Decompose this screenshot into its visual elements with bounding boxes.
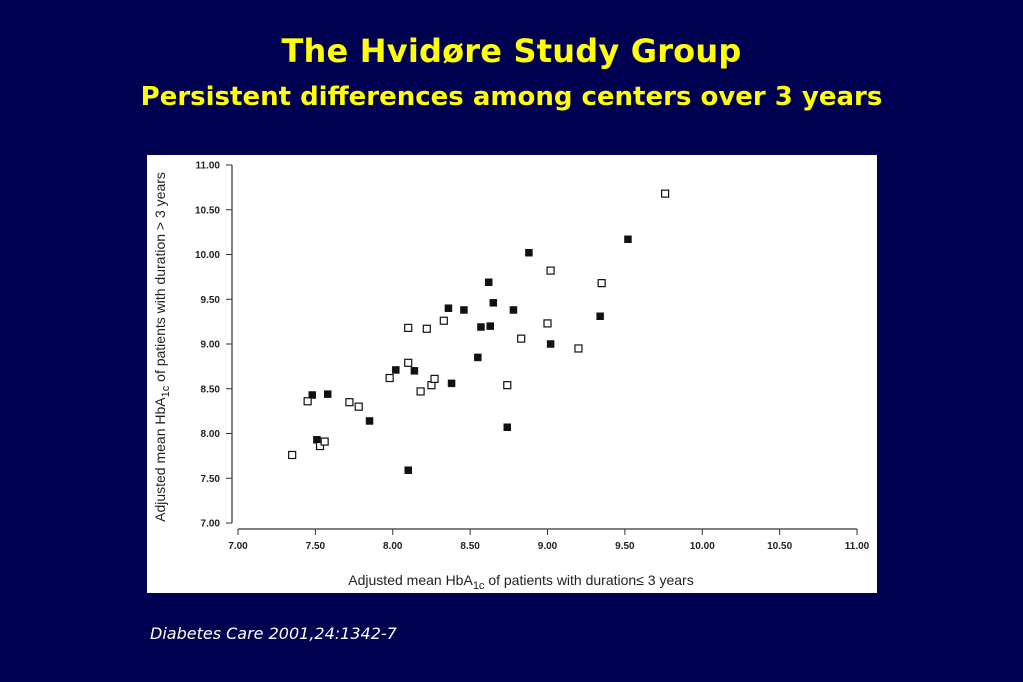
y-axis-label: Adjusted mean HbA1c of patients with dur… [152, 172, 172, 522]
chart-points [288, 189, 670, 474]
data-point-open [439, 316, 448, 325]
x-tick-label: 8.50 [460, 541, 480, 552]
x-axis-label-part: 3 years [644, 572, 694, 588]
y-tick-label: 7.00 [201, 519, 221, 530]
y-tick-label: 11.00 [196, 161, 221, 172]
data-point-open [543, 319, 552, 328]
data-point-open [288, 450, 297, 460]
x-tick-label: 8.00 [383, 541, 403, 552]
data-point-open [354, 402, 363, 411]
data-point-filled [486, 322, 494, 330]
data-point-open [422, 324, 431, 333]
data-point-filled [546, 340, 555, 348]
data-point-filled [489, 299, 498, 307]
x-axis-label-symbol: ≤ [636, 572, 644, 588]
x-axis-label-subscript: 1c [473, 580, 485, 592]
data-point-filled [444, 304, 453, 312]
x-axis-label-part: Adjusted mean HbA [348, 572, 473, 588]
data-point-open [416, 387, 425, 396]
data-point-filled [624, 235, 632, 244]
y-tick-label: 8.00 [201, 429, 221, 440]
data-point-filled [460, 306, 468, 314]
data-point-open [546, 266, 555, 275]
data-point-filled [477, 323, 485, 331]
data-point-filled [392, 366, 400, 374]
y-tick-label: 8.50 [201, 384, 221, 395]
data-point-open [385, 373, 394, 383]
data-point-filled [484, 278, 493, 286]
y-axis-label-part: Adjusted mean HbA [152, 397, 168, 522]
data-point-filled [404, 466, 412, 474]
x-tick-label: 9.50 [615, 541, 635, 552]
x-tick-label: 11.00 [845, 541, 870, 552]
data-point-filled [365, 417, 374, 425]
data-point-filled [596, 312, 604, 321]
data-point-open [517, 334, 526, 343]
data-point-filled [324, 390, 332, 398]
data-point-open [661, 189, 670, 198]
x-tick-label: 7.50 [306, 541, 326, 552]
citation-text: Diabetes Care 2001,24:1342-7 [150, 624, 397, 643]
y-tick-label: 10.50 [195, 205, 220, 216]
y-tick-label: 9.50 [201, 295, 221, 306]
x-tick-label: 9.00 [538, 541, 558, 552]
x-axis-label: Adjusted mean HbA1c of patients with dur… [348, 572, 693, 592]
data-point-filled [474, 353, 482, 362]
data-point-filled [525, 248, 533, 257]
data-point-open [303, 397, 312, 406]
chart-axes [231, 165, 857, 530]
data-point-open [430, 374, 439, 384]
data-point-open [404, 358, 413, 367]
y-tick-label: 10.00 [195, 250, 220, 261]
data-point-filled [410, 367, 419, 375]
data-point-open [597, 279, 606, 288]
data-point-open [320, 437, 329, 446]
data-point-filled [509, 306, 518, 314]
data-point-open [404, 323, 413, 332]
data-point-open [574, 344, 583, 353]
x-tick-label: 7.00 [228, 541, 248, 552]
y-axis-label-part: of patients with duration > 3 years [152, 172, 168, 386]
x-tick-label: 10.00 [690, 541, 715, 552]
data-point-filled [503, 423, 512, 431]
chart-ticks: 7.00 7.50 8.00 8.50 9.00 9.50 10.00 10.50 11.00 7… [195, 161, 870, 553]
data-point-filled [308, 391, 317, 399]
data-point-open [345, 398, 354, 407]
y-tick-label: 9.00 [201, 340, 221, 351]
slide-subtitle: Persistent differences among centers ove… [140, 82, 883, 112]
data-point-filled [447, 379, 456, 388]
y-axis-label-subscript: 1c [160, 385, 172, 397]
data-point-open [315, 441, 325, 451]
scatter-chart: 7.00 7.50 8.00 8.50 9.00 9.50 10.00 10.50 11.00 7… [147, 155, 877, 593]
slide-title: The Hvidøre Study Group [281, 32, 742, 70]
y-tick-label: 7.50 [201, 474, 221, 485]
x-axis-label-part: of patients with duration [484, 572, 636, 588]
data-point-open [503, 381, 512, 390]
chart-canvas: 7.00 7.50 8.00 8.50 9.00 9.50 10.00 10.50 11.00 7… [152, 161, 870, 593]
x-tick-label: 10.50 [767, 541, 792, 552]
